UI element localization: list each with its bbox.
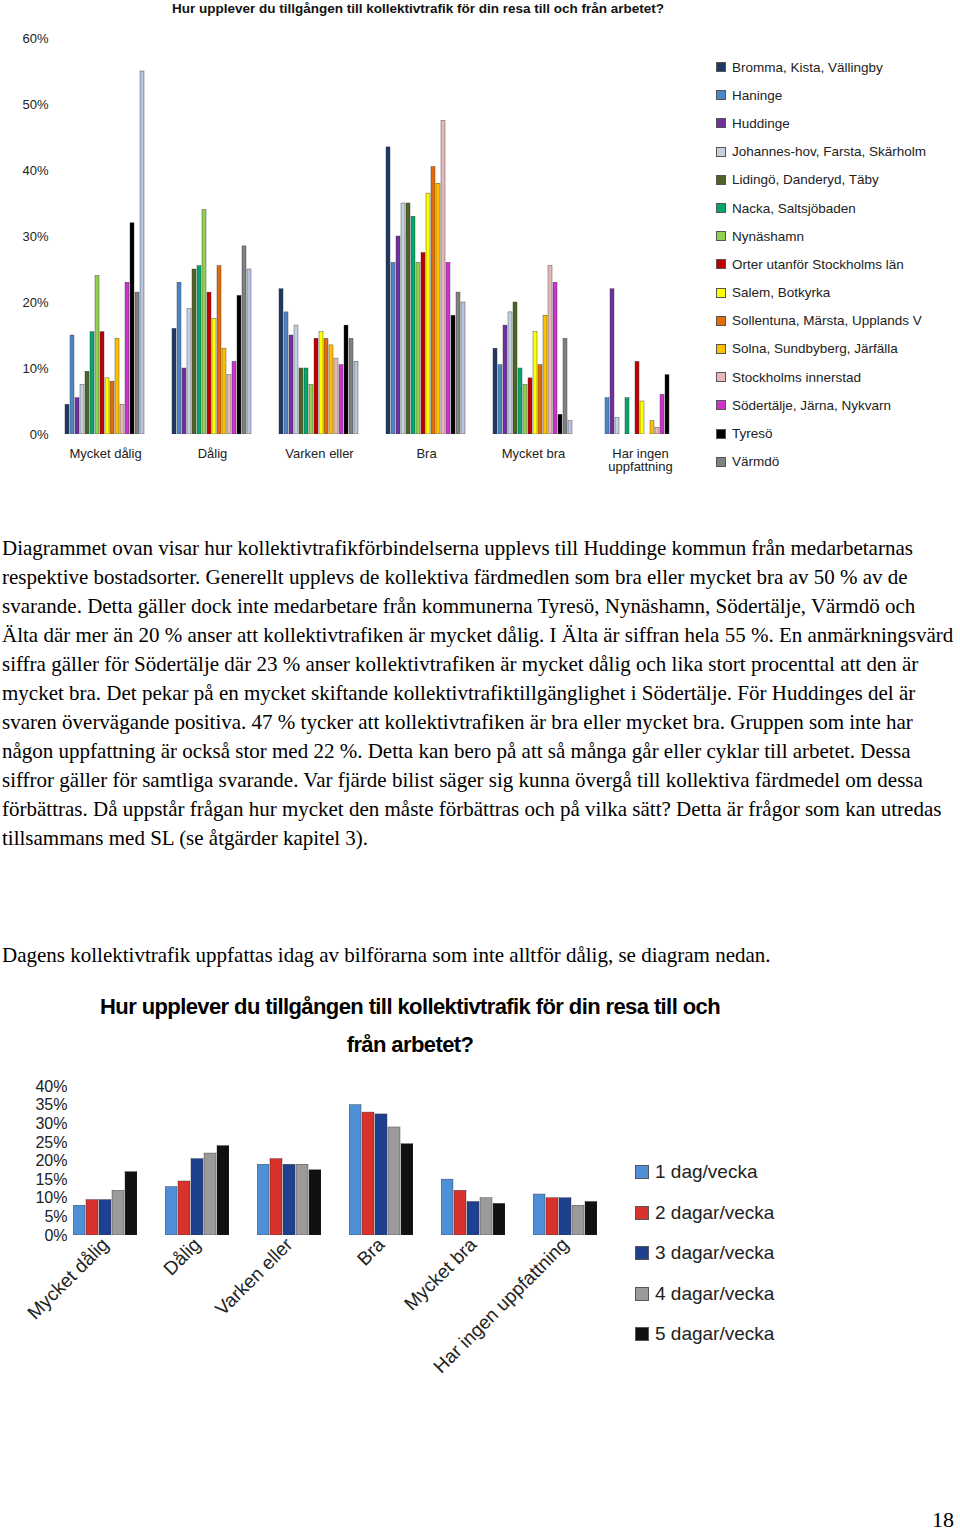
html-text:3 dagar/vecka: 3 dagar/vecka: [655, 1242, 775, 1264]
svg-text:25%: 25%: [35, 1133, 67, 1150]
svg-text:Varken eller: Varken eller: [285, 446, 354, 461]
svg-text:15%: 15%: [35, 1171, 67, 1188]
html-text:Värmdö: Värmdö: [732, 454, 780, 470]
html-text:Hur upplever du tillgången til: Hur upplever du tillgången till kollekti…: [172, 1, 665, 16]
svg-text:5%: 5%: [44, 1208, 67, 1225]
html-text:Tyresö: Tyresö: [732, 426, 773, 441]
html-text:Orter utanför Stockholms län: Orter utanför Stockholms län: [732, 256, 904, 272]
html-text:1 dag/vecka: 1 dag/vecka: [655, 1161, 758, 1183]
svg-text:Bra: Bra: [416, 446, 437, 461]
svg-text:Mycket dålig: Mycket dålig: [69, 446, 141, 461]
svg-text:50%: 50%: [22, 97, 48, 112]
svg-text:Varken eller: Varken eller: [211, 1233, 297, 1319]
html-text:Johannes-hov, Farsta, Skärholm: Johannes-hov, Farsta, Skärholm: [732, 144, 927, 160]
html-text:Dagens kollektivtrafik uppfatt: Dagens kollektivtrafik uppfattas idag av…: [2, 943, 771, 967]
svg-text:20%: 20%: [35, 1152, 67, 1169]
html-text:Hur upplever du tillgången til: Hur upplever du tillgången till kollekti…: [100, 994, 720, 1057]
html-text:Huddinge: Huddinge: [732, 116, 790, 131]
html-text:4 dagar/vecka: 4 dagar/vecka: [655, 1282, 775, 1304]
html-text:Södertälje, Järna, Nykvarn: Södertälje, Järna, Nykvarn: [732, 397, 892, 413]
svg-text:10%: 10%: [22, 361, 48, 376]
svg-text:Har ingenuppfattning: Har ingenuppfattning: [608, 446, 672, 474]
html-text:5 dagar/vecka: 5 dagar/vecka: [655, 1323, 775, 1345]
svg-text:Dålig: Dålig: [159, 1234, 204, 1279]
svg-text:40%: 40%: [22, 163, 48, 178]
html-text:Sollentuna, Märsta, Upplands V: Sollentuna, Märsta, Upplands V: [732, 313, 922, 329]
svg-text:30%: 30%: [35, 1115, 67, 1132]
svg-text:Mycket bra: Mycket bra: [502, 446, 566, 461]
html-text:Stockholms innerstad: Stockholms innerstad: [732, 369, 862, 385]
html-text:Diagrammet ovan visar hur koll: Diagrammet ovan visar hur kollektivtrafi…: [2, 536, 954, 850]
html-text:Salem, Botkyrka: Salem, Botkyrka: [732, 285, 831, 301]
svg-text:Dålig: Dålig: [198, 446, 228, 461]
html-text:Haninge: Haninge: [732, 87, 783, 103]
html-text:2 dagar/vecka: 2 dagar/vecka: [655, 1201, 775, 1223]
html-text:18: 18: [932, 1507, 954, 1532]
svg-text:0%: 0%: [44, 1227, 67, 1244]
svg-text:Bra: Bra: [353, 1233, 389, 1269]
html-text:Lidingö, Danderyd, Täby: Lidingö, Danderyd, Täby: [732, 172, 879, 188]
svg-text:Mycket dålig: Mycket dålig: [23, 1234, 113, 1324]
svg-text:0%: 0%: [30, 427, 49, 442]
html-text:Solna, Sundbyberg, Järfälla: Solna, Sundbyberg, Järfälla: [732, 341, 898, 357]
html-text:Nynäshamn: Nynäshamn: [732, 228, 804, 244]
html-text:Nacka, Saltsjöbaden: Nacka, Saltsjöbaden: [732, 200, 856, 216]
svg-text:30%: 30%: [22, 229, 48, 244]
svg-text:20%: 20%: [22, 295, 48, 310]
svg-text:35%: 35%: [35, 1096, 67, 1113]
svg-text:10%: 10%: [35, 1189, 67, 1206]
svg-text:40%: 40%: [35, 1078, 67, 1095]
svg-text:60%: 60%: [22, 31, 48, 46]
svg-text:Mycket bra: Mycket bra: [400, 1233, 481, 1314]
svg-text:Har ingen uppfattning: Har ingen uppfattning: [429, 1234, 572, 1377]
html-text:Bromma, Kista, Vällingby: Bromma, Kista, Vällingby: [732, 59, 883, 75]
